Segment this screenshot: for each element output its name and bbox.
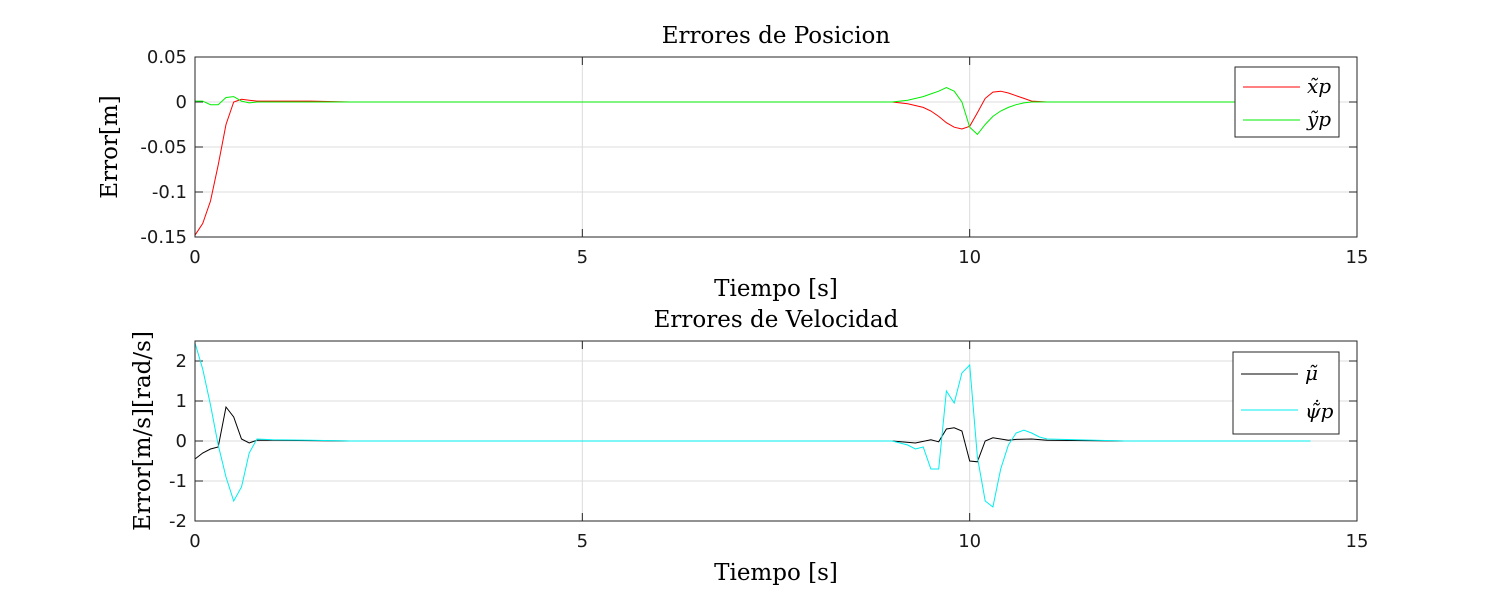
y-axis-label: Error[m/s][rad/s] [130,331,156,531]
y-tick-label: -0.15 [140,227,187,248]
x-axis-label: Tiempo [s] [714,276,838,302]
legend-label-xp: x̃p [1307,74,1331,98]
chart-title: Errores de Velocidad [654,307,899,333]
x-tick-label: 15 [1346,247,1369,268]
plot-frame [194,340,1358,522]
series-lines [194,87,1311,236]
x-tick-label: 0 [189,247,200,268]
x-tick-label: 10 [958,531,981,552]
y-tick-label: -2 [169,511,187,532]
x-tick-labels: 0 5 10 15 [189,531,1368,552]
y-axis-label: Error[m] [97,95,123,198]
x-tick-label: 5 [577,531,588,552]
velocity-errors-chart: 0 5 10 15 210-1-2 Errores de Velocidad Tiem… [130,307,1368,586]
series-line-0 [194,90,1311,236]
y-tick-label: 0 [176,431,187,452]
x-tick-label: 10 [958,247,981,268]
x-tick-label: 0 [189,531,200,552]
y-tick-label: 0 [176,92,187,113]
legend: x̃p ỹp [1234,66,1340,138]
legend-label-mu: μ̃ [1305,361,1318,385]
plot-frame [194,56,1358,238]
series-lines [194,342,1311,508]
y-tick-label: 2 [176,351,187,372]
x-tick-labels: 0 5 10 15 [189,247,1368,268]
y-tick-label: -0.1 [152,182,187,203]
x-tick-label: 15 [1346,531,1369,552]
plot-area [194,340,1358,522]
y-tick-label: 1 [176,391,187,412]
y-tick-label: -1 [169,471,187,492]
x-tick-label: 5 [577,247,588,268]
series-line-1 [195,87,1311,136]
series-line-1 [194,342,1311,508]
y-tick-labels: 2 1 0 -1 -2 [169,351,187,532]
legend-label-psi: ψ̃̇p [1305,399,1334,423]
y-tick-labels: 0.05 0 -0.05 -0.1 -0.15 [140,47,187,248]
x-axis-label: Tiempo [s] [714,560,838,586]
y-tick-label: -0.05 [140,137,187,158]
position-errors-chart: 0 5 10 15 0.05 0 -0.05 -0.1 -0.15 Errores de Po… [97,23,1368,302]
legend: μ̃ ψ̃̇p [1232,351,1340,435]
legend-label-yp: ỹp [1306,107,1331,131]
legend-box [1234,66,1340,138]
series-line-0 [194,405,1311,463]
legend-box [1232,351,1340,435]
chart-title: Errores de Posicion [662,23,891,49]
y-tick-label: 0.05 [147,47,187,68]
